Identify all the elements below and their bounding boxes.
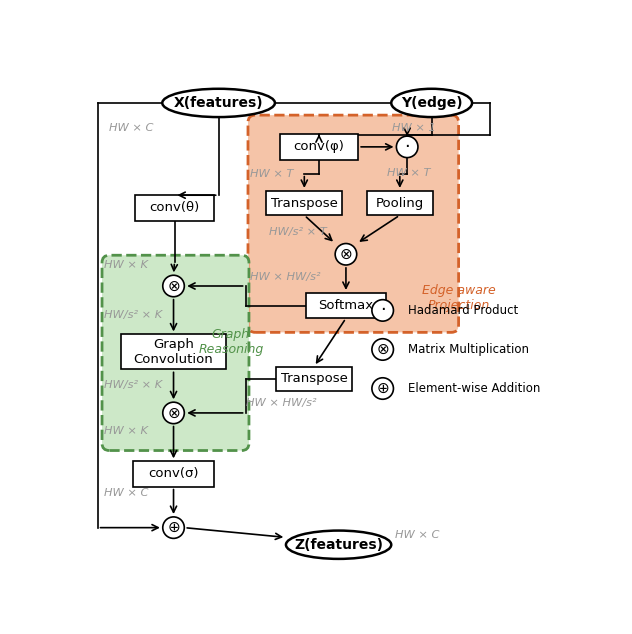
Text: ⊗: ⊗	[376, 342, 389, 357]
Circle shape	[163, 275, 185, 297]
Text: Pooling: Pooling	[375, 197, 424, 209]
Text: Y(edge): Y(edge)	[401, 96, 463, 110]
FancyBboxPatch shape	[133, 462, 214, 487]
FancyBboxPatch shape	[280, 134, 358, 160]
Circle shape	[372, 300, 394, 321]
Text: Element-wise Addition: Element-wise Addition	[408, 382, 540, 395]
FancyBboxPatch shape	[276, 366, 352, 391]
Text: HW × HW/s²: HW × HW/s²	[250, 272, 321, 282]
Text: Graph
Convolution: Graph Convolution	[133, 338, 214, 366]
FancyBboxPatch shape	[102, 256, 249, 451]
Text: HW/s² × T: HW/s² × T	[269, 228, 327, 237]
Text: Transpose: Transpose	[281, 372, 348, 385]
FancyBboxPatch shape	[121, 334, 226, 370]
FancyBboxPatch shape	[248, 115, 459, 332]
Text: HW × C: HW × C	[395, 530, 439, 540]
Text: HW × K: HW × K	[104, 427, 149, 436]
Text: Graph
Reasoning: Graph Reasoning	[198, 328, 264, 356]
Ellipse shape	[162, 89, 275, 117]
Text: ⊗: ⊗	[339, 247, 352, 262]
Text: ⊕: ⊕	[376, 381, 389, 396]
Text: HW × C: HW × C	[104, 488, 149, 498]
Text: Hadamard Product: Hadamard Product	[408, 304, 518, 317]
Text: Matrix Multiplication: Matrix Multiplication	[408, 343, 529, 356]
Text: HW × C: HW × C	[109, 124, 154, 133]
Text: HW × T: HW × T	[387, 168, 430, 178]
Text: conv(σ): conv(σ)	[149, 467, 199, 481]
Circle shape	[372, 339, 394, 360]
Circle shape	[396, 136, 418, 158]
Text: conv(φ): conv(φ)	[294, 140, 344, 153]
FancyBboxPatch shape	[135, 195, 214, 221]
Circle shape	[163, 517, 185, 538]
Text: ⊗: ⊗	[167, 278, 180, 294]
Circle shape	[372, 378, 394, 399]
Circle shape	[163, 402, 185, 424]
Text: ⊗: ⊗	[167, 405, 180, 420]
Text: HW × 1: HW × 1	[392, 124, 436, 133]
FancyBboxPatch shape	[367, 191, 433, 215]
Text: HW/s² × K: HW/s² × K	[104, 380, 162, 390]
Text: Transpose: Transpose	[271, 197, 337, 209]
Text: conv(θ): conv(θ)	[149, 202, 200, 214]
Circle shape	[335, 243, 356, 265]
FancyBboxPatch shape	[305, 293, 386, 318]
Text: ·: ·	[404, 138, 410, 156]
FancyBboxPatch shape	[266, 191, 343, 215]
Text: HW/s² × K: HW/s² × K	[104, 310, 162, 320]
Text: Edge aware
Projection: Edge aware Projection	[422, 284, 495, 312]
Text: HW × T: HW × T	[250, 169, 293, 179]
Text: HW × HW/s²: HW × HW/s²	[246, 398, 316, 408]
Ellipse shape	[286, 531, 391, 559]
Text: HW × K: HW × K	[104, 261, 149, 271]
Text: Softmax: Softmax	[319, 299, 374, 312]
Text: X(features): X(features)	[174, 96, 264, 110]
Text: ⊕: ⊕	[167, 520, 180, 535]
Text: ·: ·	[380, 301, 386, 320]
Ellipse shape	[391, 89, 472, 117]
Text: Z(features): Z(features)	[294, 538, 383, 552]
